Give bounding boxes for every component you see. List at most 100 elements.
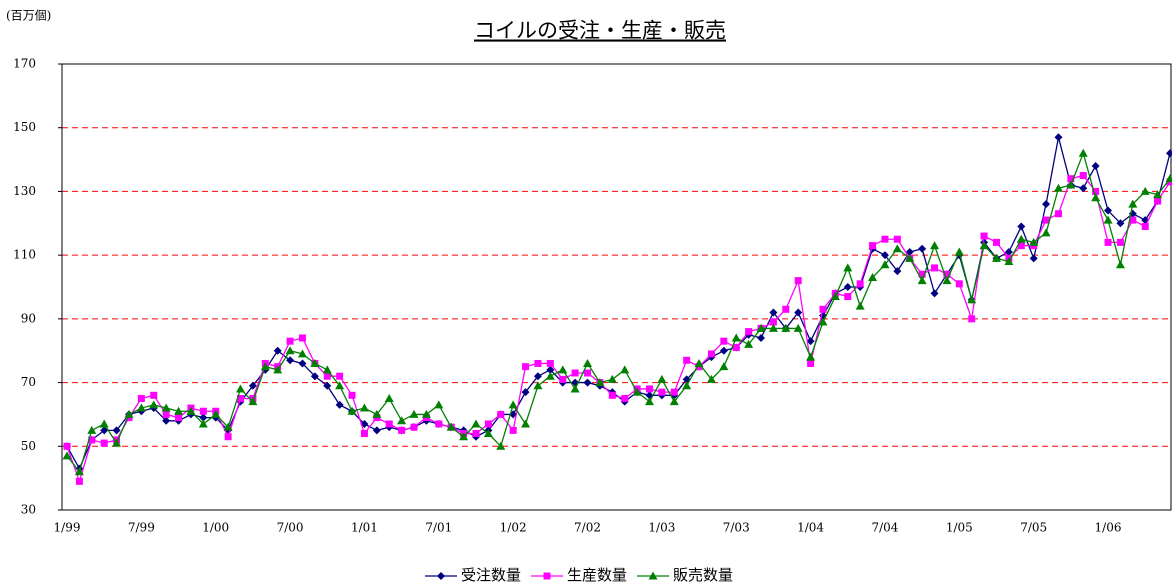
point: [769, 318, 777, 326]
point: [224, 433, 232, 441]
point: [533, 381, 543, 390]
y-tick-label: 150: [13, 120, 36, 134]
point: [323, 372, 331, 380]
x-tick-label: 7/01: [425, 521, 452, 535]
point: [583, 358, 593, 367]
y-tick-label: 90: [21, 311, 36, 325]
point: [175, 414, 183, 422]
point: [1140, 186, 1150, 195]
point: [621, 395, 629, 402]
point: [584, 369, 592, 377]
point: [484, 420, 492, 428]
point: [558, 365, 568, 374]
point: [497, 410, 505, 418]
y-tick-label: 170: [13, 57, 36, 71]
point: [980, 232, 988, 240]
point: [398, 426, 406, 434]
point: [397, 416, 407, 425]
point: [583, 378, 592, 387]
point: [893, 235, 901, 243]
x-tick-label: 7/03: [723, 521, 750, 535]
point: [769, 308, 778, 317]
point: [322, 365, 332, 374]
point: [1153, 190, 1163, 199]
point: [63, 442, 71, 450]
point: [1066, 180, 1076, 189]
y-unit-label: (百万個): [6, 9, 51, 23]
point: [1079, 172, 1087, 179]
point: [719, 362, 729, 371]
point: [781, 323, 791, 332]
point: [731, 333, 741, 342]
x-tick-label: 7/99: [128, 521, 155, 535]
legend-label: 生産数量: [567, 566, 627, 583]
point: [930, 289, 939, 298]
point: [744, 339, 754, 348]
point: [198, 419, 208, 428]
point: [992, 238, 1000, 246]
point: [608, 391, 616, 399]
point: [410, 423, 418, 431]
point: [360, 430, 368, 438]
point: [968, 315, 976, 323]
point: [100, 426, 109, 435]
point: [471, 419, 481, 428]
point: [807, 359, 815, 367]
point: [162, 416, 171, 425]
point: [856, 280, 864, 288]
point: [905, 253, 915, 262]
point: [1054, 133, 1063, 142]
point: [112, 438, 122, 447]
point: [533, 372, 542, 381]
point: [348, 391, 356, 399]
point: [199, 407, 207, 415]
point: [75, 477, 83, 485]
point: [720, 337, 728, 345]
point: [793, 323, 803, 332]
point: [385, 420, 393, 428]
point: [1116, 219, 1125, 228]
point: [285, 346, 295, 355]
point: [150, 391, 158, 399]
point: [1166, 149, 1172, 158]
point: [669, 397, 679, 406]
point: [1042, 216, 1050, 224]
point: [1141, 222, 1149, 230]
point: [136, 403, 146, 412]
point: [707, 350, 715, 358]
point: [905, 247, 914, 256]
point: [336, 372, 344, 380]
point: [819, 305, 827, 313]
point: [806, 352, 816, 361]
point: [844, 293, 852, 301]
point: [62, 451, 72, 460]
point: [732, 344, 740, 352]
point: [880, 251, 889, 260]
point: [298, 334, 306, 342]
point: [161, 403, 171, 412]
point: [955, 280, 963, 288]
legend-label: 販売数量: [673, 566, 733, 583]
point: [99, 419, 109, 428]
point: [683, 356, 691, 364]
point: [1017, 242, 1025, 250]
point: [384, 394, 394, 402]
point: [806, 337, 815, 346]
point: [347, 406, 357, 415]
chart-title: コイルの受注・生産・販売: [474, 19, 726, 43]
point: [694, 358, 704, 367]
point: [657, 374, 667, 383]
point: [1029, 254, 1038, 263]
x-tick-label: 1/04: [797, 521, 824, 535]
point: [545, 371, 555, 380]
point: [335, 400, 344, 409]
point: [199, 413, 208, 422]
point: [607, 374, 617, 383]
point: [843, 283, 852, 291]
point: [248, 381, 257, 390]
point: [757, 333, 766, 342]
point: [298, 359, 307, 368]
point: [954, 247, 964, 256]
x-tick-label: 1/00: [202, 521, 229, 535]
y-tick-label: 130: [13, 184, 36, 198]
